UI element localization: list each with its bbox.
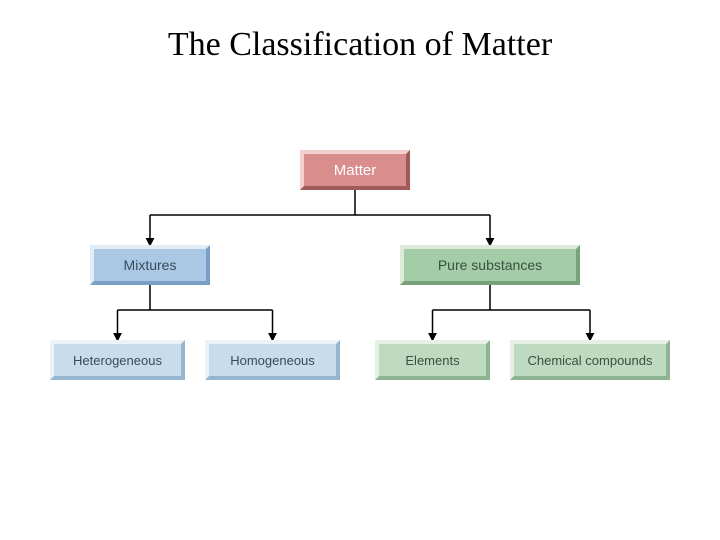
node-hetero: Heterogeneous [50, 340, 185, 380]
classification-diagram: Matter Mixtures Pure substances Heterogeneo… [50, 150, 670, 410]
node-elements: Elements [375, 340, 490, 380]
node-mixtures: Mixtures [90, 245, 210, 285]
node-homo: Homogeneous [205, 340, 340, 380]
node-matter: Matter [300, 150, 410, 190]
node-pure: Pure substances [400, 245, 580, 285]
node-compounds: Chemical compounds [510, 340, 670, 380]
page-title: The Classification of Matter [0, 26, 720, 64]
